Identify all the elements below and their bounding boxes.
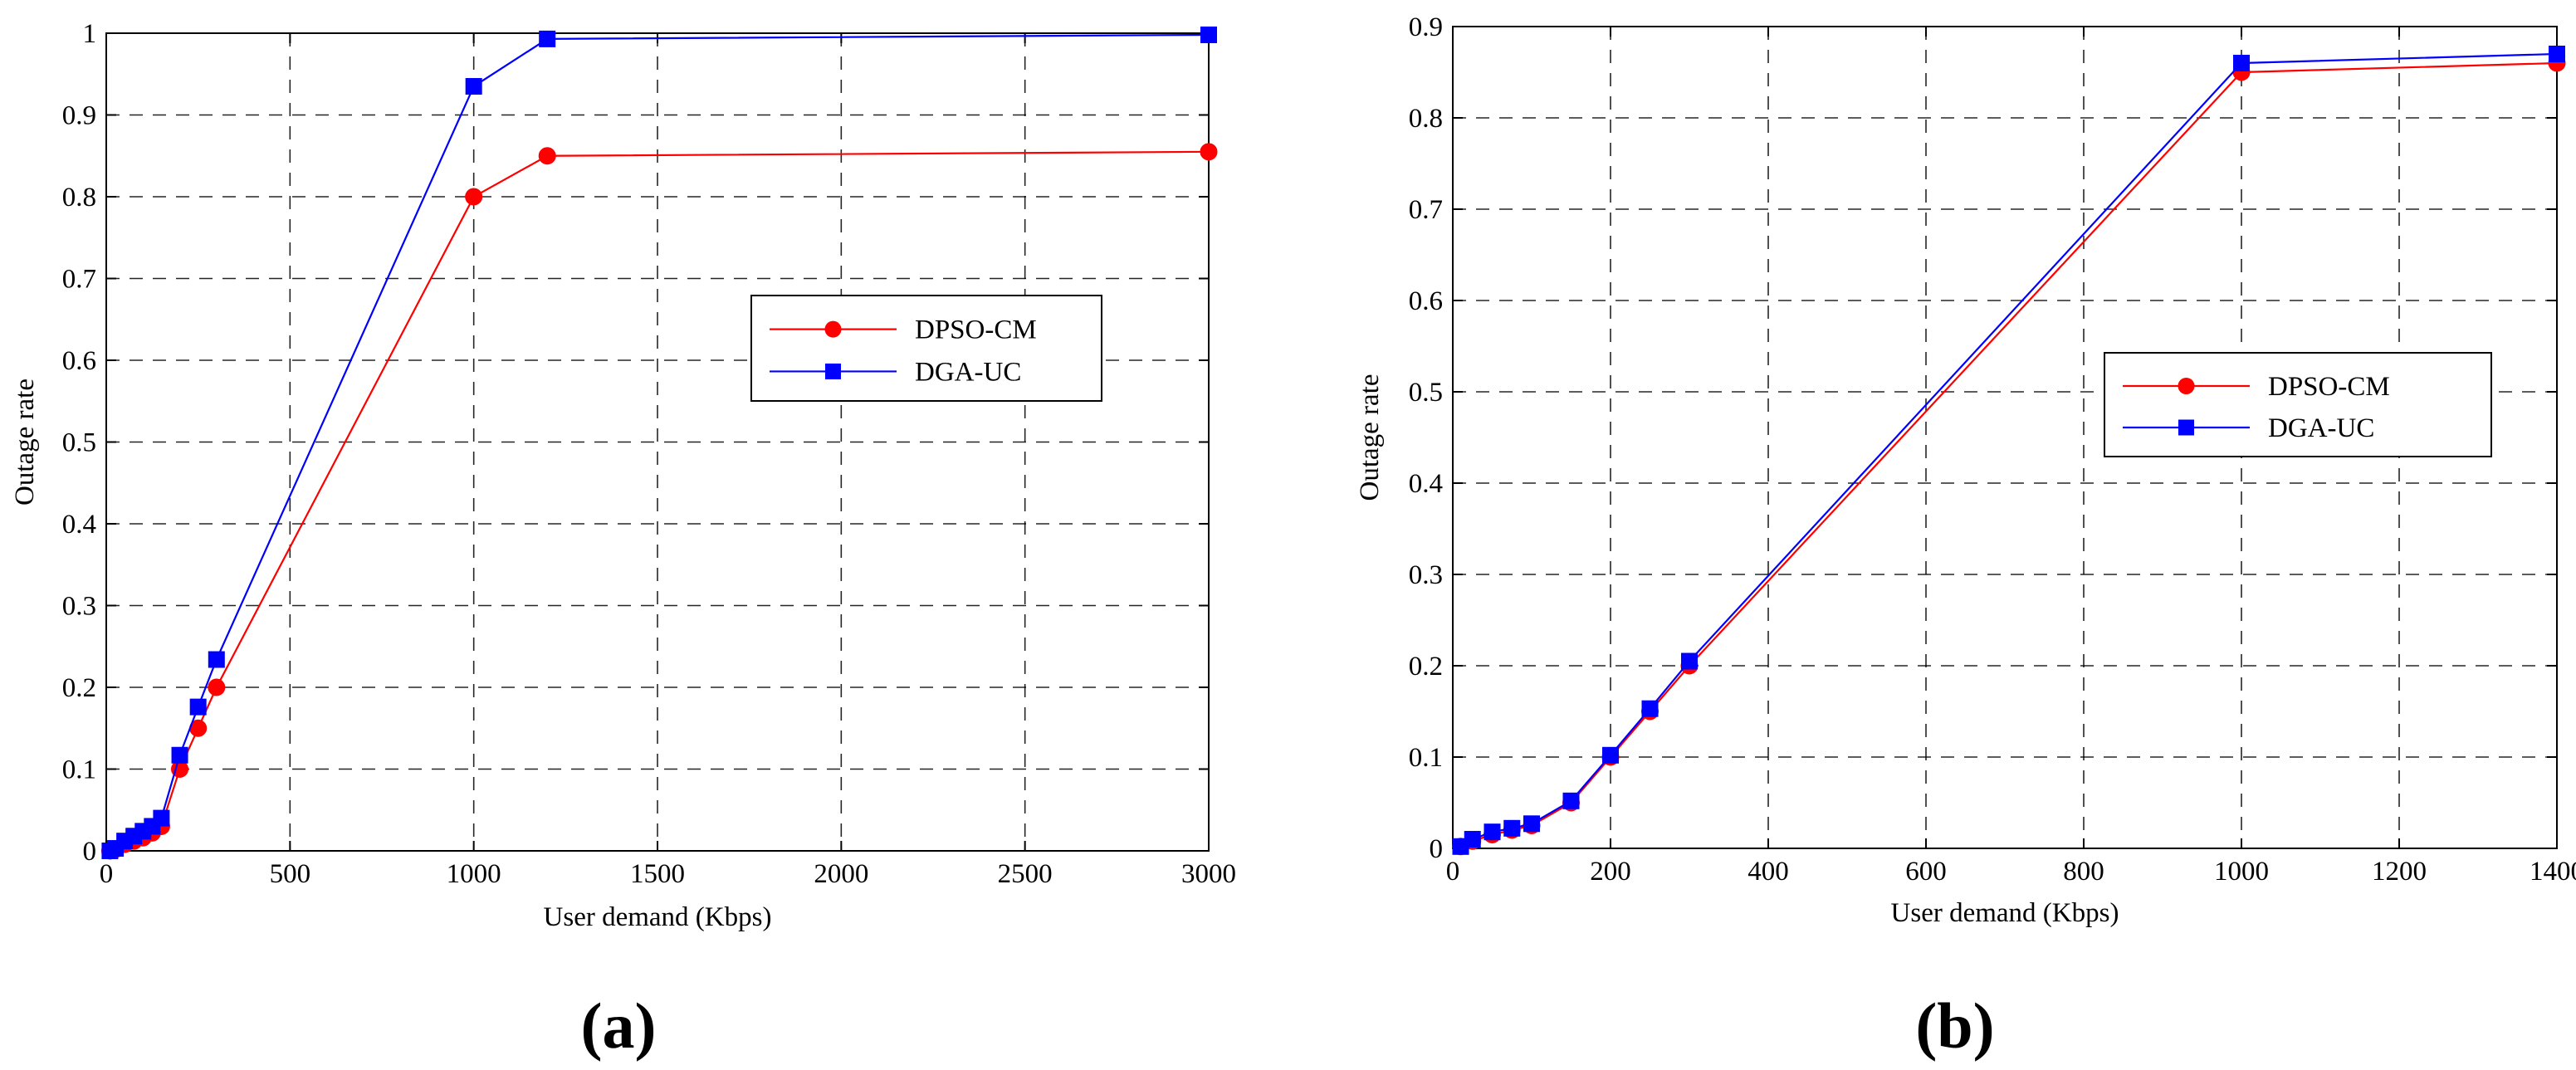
data-point-dga-uc [1464, 831, 1481, 848]
chart-panel-a: 0 500 1000 1500 2000 2500 3000 0 0.1 0.2 0.3 0.4 0.5… [10, 19, 1236, 932]
data-point-dpso-cm [465, 188, 483, 206]
x-tick-label: 1000 [2214, 857, 2269, 887]
y-tick-label: 0 [1430, 834, 1444, 864]
y-tick-label: 0.2 [1409, 652, 1443, 682]
y-tick-label: 0.1 [62, 755, 96, 785]
data-point-dga-uc [1200, 26, 1217, 43]
y-tick-label: 0.6 [1409, 286, 1443, 316]
y-tick-label: 0.9 [62, 101, 96, 131]
y-tick-label: 0.7 [62, 265, 96, 295]
legend-box [750, 295, 1102, 402]
data-point-dga-uc [2549, 46, 2565, 62]
x-tick-label: 1200 [2372, 857, 2427, 887]
data-point-dga-uc [1523, 815, 1540, 833]
legend-marker-dpso-cm [2178, 378, 2195, 394]
x-tick-label: 0 [100, 859, 114, 889]
y-tick-label: 0.7 [1409, 195, 1443, 225]
x-tick-label: 1500 [630, 859, 685, 889]
x-tick-label: 800 [2063, 857, 2104, 887]
x-tick-label: 0 [1446, 857, 1460, 887]
x-axis-title: User demand (Kbps) [1891, 898, 2119, 928]
y-tick-label: 0.9 [1409, 12, 1443, 42]
x-tick-label: 1000 [447, 859, 501, 889]
legend-marker-dga-uc [2178, 419, 2194, 436]
legend: DPSO-CM DGA-UC [2104, 352, 2492, 457]
x-tick-label: 2000 [814, 859, 868, 889]
y-tick-label: 0 [83, 837, 97, 867]
y-axis-title: Outage rate [1355, 374, 1385, 501]
y-axis-title: Outage rate [10, 379, 40, 506]
y-tick-label: 0.6 [62, 346, 96, 376]
x-axis-title: User demand (Kbps) [544, 902, 772, 932]
data-point-dga-uc [1602, 746, 1619, 764]
legend-box [2104, 352, 2492, 457]
data-point-dga-uc [208, 651, 225, 668]
data-point-dga-uc [189, 698, 207, 716]
data-point-dga-uc [2233, 55, 2250, 71]
legend-label-dpso-cm: DPSO-CM [2268, 372, 2390, 402]
y-tick-label: 0.4 [62, 510, 96, 540]
data-point-dpso-cm [1200, 143, 1218, 161]
x-tick-label: 2500 [998, 859, 1053, 889]
x-tick-label: 500 [270, 859, 311, 889]
panel-label-a: (a) [581, 989, 657, 1062]
x-tick-label: 3000 [1181, 859, 1236, 889]
legend-label-dga-uc: DGA-UC [2268, 413, 2374, 443]
y-tick-label: 0.3 [62, 592, 96, 622]
axes-frame [1452, 26, 2558, 849]
legend-label-dga-uc: DGA-UC [915, 357, 1021, 387]
y-tick-label: 0.1 [1409, 743, 1443, 773]
data-point-dga-uc [1484, 823, 1501, 841]
y-tick-label: 0.8 [1409, 104, 1443, 134]
data-point-dga-uc [1562, 792, 1580, 809]
data-point-dga-uc [171, 746, 188, 764]
x-tick-label: 600 [1905, 857, 1947, 887]
y-tick-label: 0.5 [62, 428, 96, 458]
legend-marker-dga-uc [825, 363, 841, 379]
legend-label-dpso-cm: DPSO-CM [915, 315, 1037, 345]
data-point-dpso-cm [208, 678, 226, 696]
panel-label-b: (b) [1915, 989, 1994, 1062]
y-tick-label: 0.3 [1409, 560, 1443, 590]
data-point-dga-uc [539, 30, 556, 47]
x-tick-label: 200 [1590, 857, 1631, 887]
data-point-dga-uc [153, 809, 170, 827]
data-point-dga-uc [465, 78, 482, 95]
y-tick-label: 1 [83, 19, 97, 49]
y-tick-label: 0.4 [1409, 469, 1443, 499]
legend-marker-dpso-cm [824, 320, 842, 338]
y-tick-label: 0.8 [62, 183, 96, 213]
data-point-dga-uc [1681, 652, 1698, 670]
data-point-dga-uc [1503, 819, 1521, 837]
legend: DPSO-CM DGA-UC [750, 295, 1102, 402]
y-tick-label: 0.5 [1409, 378, 1443, 408]
data-point-dga-uc [1641, 700, 1659, 717]
data-point-dpso-cm [538, 147, 556, 165]
y-tick-label: 0.2 [62, 673, 96, 703]
x-tick-label: 400 [1747, 857, 1789, 887]
